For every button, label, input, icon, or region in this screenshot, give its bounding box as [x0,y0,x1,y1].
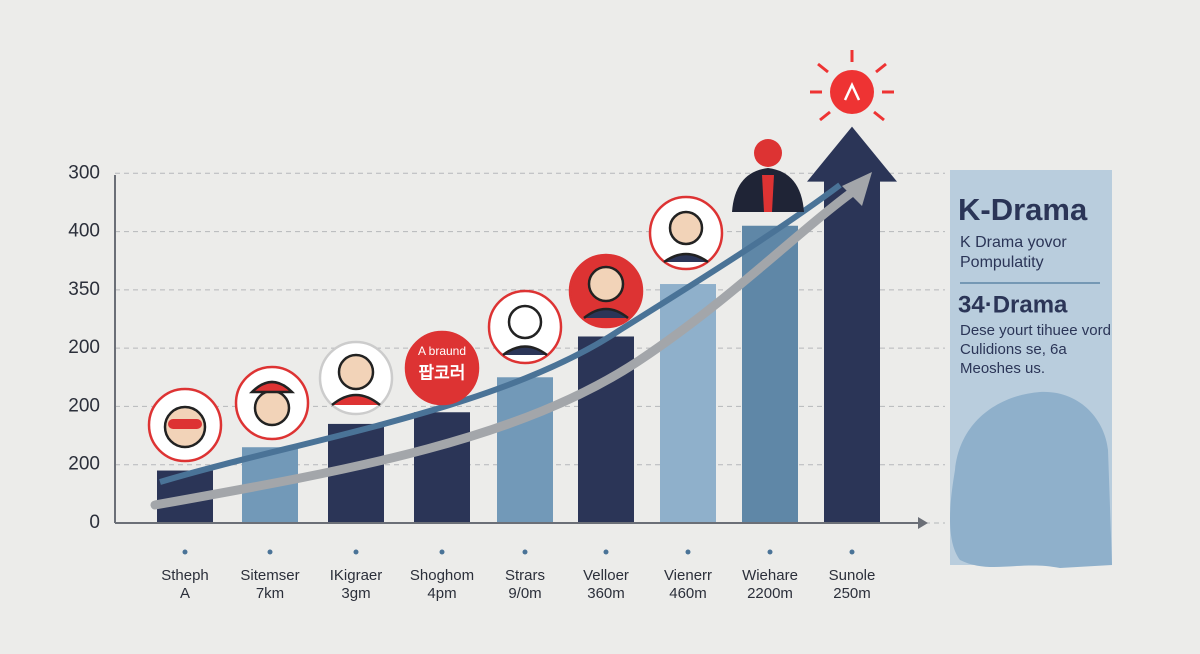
x-tick-label: Velloer [583,567,629,584]
x-axis-arrow [918,517,928,529]
x-tick-label: Sitemser [240,567,299,584]
x-tick-sublabel: 2200m [747,585,793,602]
lightbulb-rays [810,50,894,122]
avatar-face [507,304,543,340]
y-tick-label: 0 [89,512,100,533]
x-tick-label: Strars [505,567,545,584]
x-tick-sublabel: 360m [587,585,625,602]
y-tick-label: 350 [68,279,100,300]
trend-line [159,182,842,485]
y-tick-label: 300 [68,162,100,183]
y-tick-label: 200 [68,454,100,475]
x-tick-dot [849,549,855,555]
x-tick-dot [522,549,528,555]
avatar-hat [248,380,296,394]
x-tick-dot [685,549,691,555]
person-head [754,139,782,167]
x-tick-label: Wiehare [742,567,798,584]
growth-arrow [150,185,860,510]
panel-subtitle: Pompulatity [960,254,1044,271]
x-tick-dot [603,549,609,555]
avatar [404,330,480,406]
y-tick-label: 400 [68,221,100,242]
panel-blob [950,391,1112,568]
x-tick-label: Sunole [829,567,876,584]
panel-text: Dese yourt tihuee vord [960,322,1111,339]
y-tick-label: 200 [68,395,100,416]
x-tick-label: Stheph [161,567,209,584]
x-tick-sublabel: A [180,585,190,602]
x-tick-sublabel: 4pm [427,585,456,602]
lightbulb-filament [843,82,861,101]
x-tick-dot [267,549,273,555]
growth-arrow-head [842,172,872,206]
x-tick-label: IKigraer [330,567,383,584]
bubble-text: A braund [418,344,466,358]
x-tick-sublabel: 7km [256,585,284,602]
x-tick-label: Vienerr [664,567,712,584]
bar [807,126,897,524]
bar [660,284,716,523]
y-tick-label: 200 [68,337,100,358]
avatar-mask [168,419,202,429]
x-tick-dot [767,549,773,555]
avatar-body [663,252,709,264]
panel-title: K-Drama [958,192,1088,227]
avatar-body [331,393,381,406]
x-tick-sublabel: 250m [833,585,871,602]
avatar-face [587,265,625,303]
panel-text: Culidions se, 6a [960,341,1067,358]
grid: 0 200 200 200 350 400 300 [68,162,945,533]
avatars: A braund 팝코러 [147,50,894,463]
bar [497,377,553,523]
bubble-text: 팝코러 [419,363,466,382]
x-tick-dot [439,549,445,555]
x-tick-sublabel: 460m [669,585,707,602]
avatar-face [668,210,704,246]
x-tick-dot [353,549,359,555]
avatar-face [337,353,375,391]
panel-subtitle: K Drama yovor [960,234,1067,251]
x-tick-label: Shoghom [410,567,474,584]
avatar-body [583,307,629,319]
x-tick-sublabel: 9/0m [508,585,541,602]
avatar-body [502,345,548,357]
panel-heading: 34·Drama [958,291,1068,318]
bar [414,412,470,523]
person-tie [762,175,774,212]
lightbulb [830,70,874,114]
x-tick-sublabel: 3gm [341,585,370,602]
x-tick-dot [182,549,188,555]
avatar-face [253,389,291,427]
panel-text: Meoshes us. [960,360,1045,377]
